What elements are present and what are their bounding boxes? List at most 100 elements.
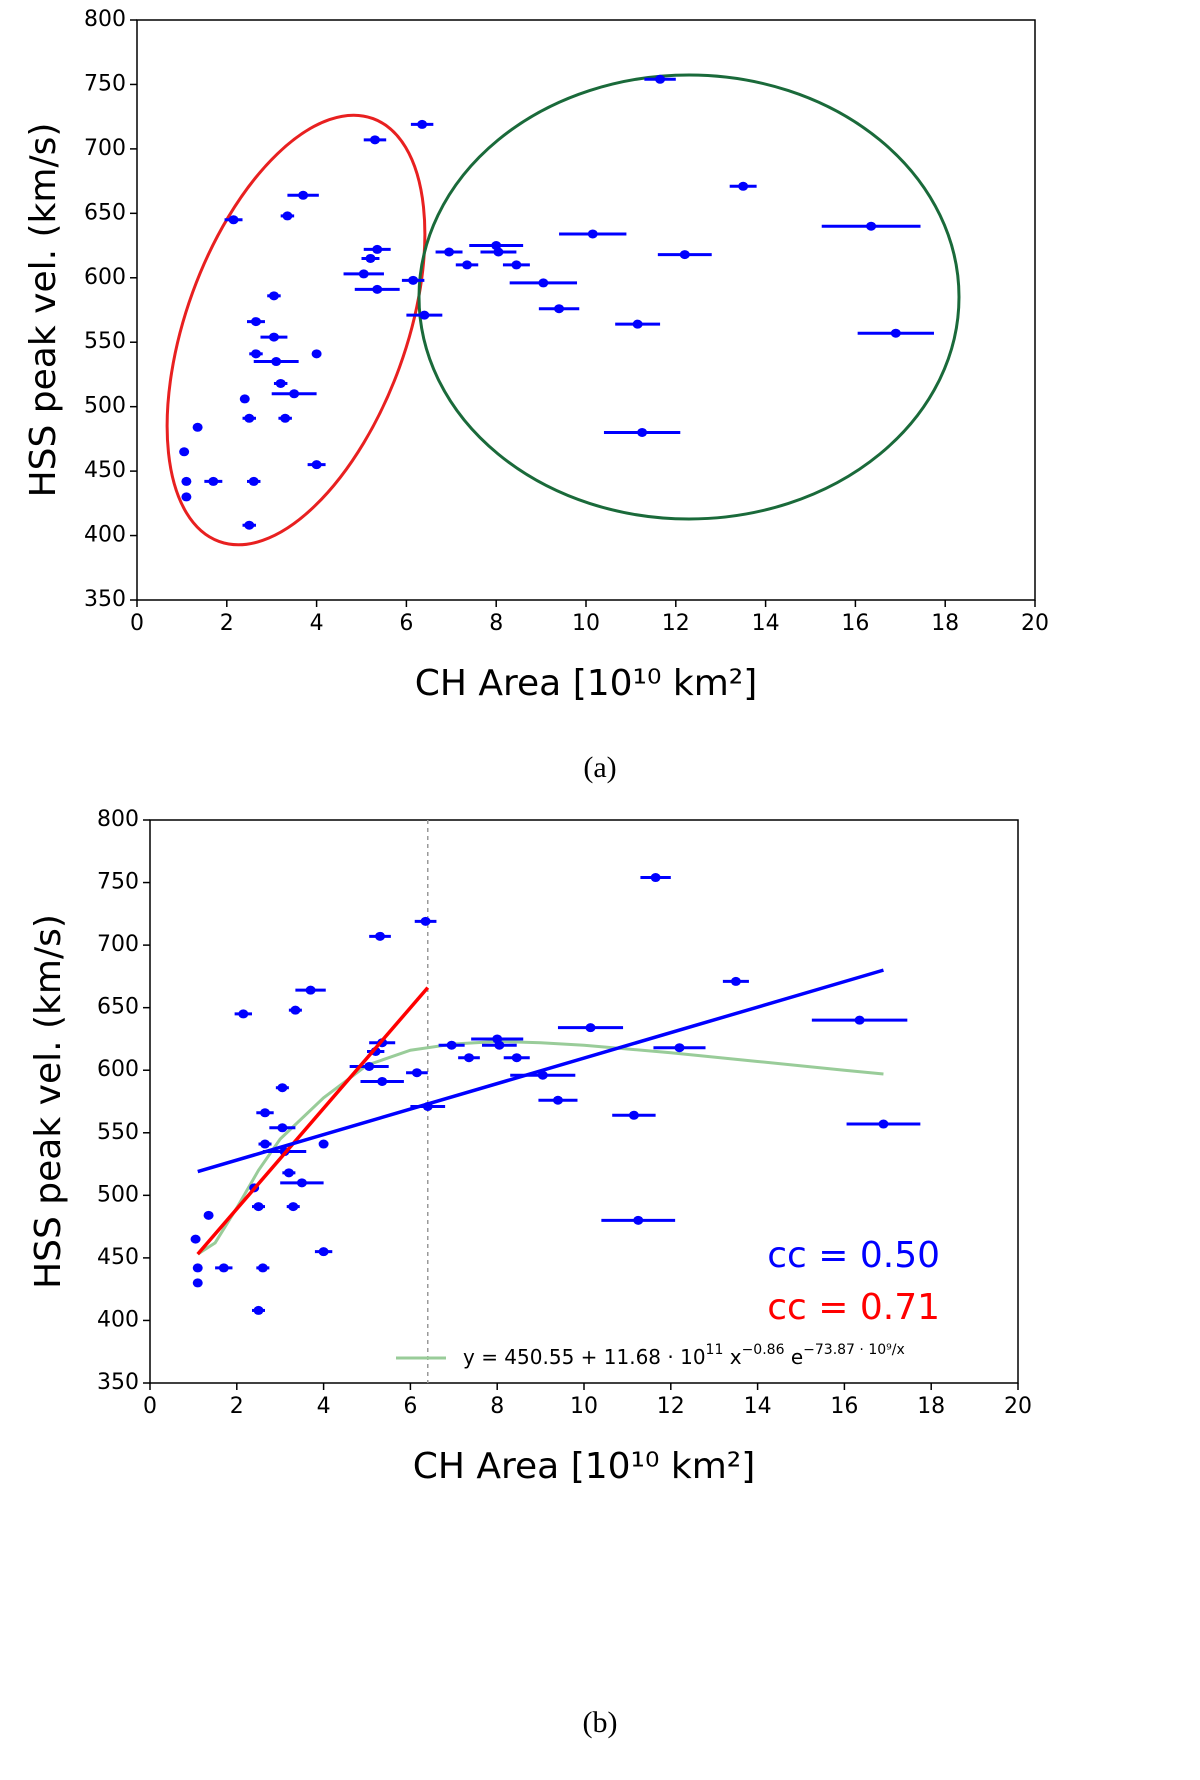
point (305, 985, 316, 995)
point (493, 247, 504, 257)
y-tick-label: 450 (97, 1245, 139, 1270)
y-tick-label: 700 (97, 932, 139, 957)
point (253, 1202, 264, 1212)
legend-label: y = 450.55 + 11.68 · 1011 x−0.86 e−73.87… (463, 1342, 905, 1369)
point (318, 1139, 329, 1149)
correlation-label: cc = 0.71 (767, 1287, 940, 1328)
x-tick-label: 10 (572, 611, 600, 636)
x-tick-label: 20 (1004, 1394, 1032, 1419)
y-tick-label: 400 (97, 1307, 139, 1332)
point (408, 275, 419, 285)
y-tick-label: 700 (84, 136, 126, 161)
point (494, 1040, 505, 1050)
point (268, 291, 279, 301)
x-tick-label: 6 (399, 611, 413, 636)
point (633, 1215, 644, 1225)
point (244, 413, 255, 423)
point (365, 253, 376, 263)
point (364, 1061, 375, 1071)
x-tick-label: 8 (489, 611, 503, 636)
y-tick-label: 650 (84, 200, 126, 225)
point (377, 1076, 388, 1086)
point (248, 476, 259, 486)
y-tick-label: 550 (97, 1120, 139, 1145)
point (375, 931, 386, 941)
y-tick-label: 800 (84, 7, 126, 32)
point (511, 260, 522, 270)
caption: (a) (583, 751, 616, 784)
point (650, 873, 661, 883)
point (250, 349, 261, 359)
point (250, 317, 261, 327)
legend-label-part: −0.86 (742, 1342, 785, 1358)
fit-curve (196, 1039, 884, 1256)
point (738, 181, 749, 191)
point (244, 520, 255, 530)
plot-frame (136, 19, 1036, 601)
x-tick-label: 2 (230, 1394, 244, 1419)
green-ellipse (417, 73, 961, 521)
point (190, 1234, 201, 1244)
point (192, 1278, 203, 1288)
point (238, 1009, 249, 1019)
point (260, 1108, 271, 1118)
legend-label-part: −73.87 · 10⁹/x (803, 1342, 905, 1358)
point (271, 357, 282, 367)
point (239, 394, 250, 404)
y-axis-label: HSS peak vel. (km/s) (23, 123, 64, 498)
x-tick-label: 12 (662, 611, 690, 636)
point (192, 1263, 203, 1273)
y-tick-label: 500 (84, 394, 126, 419)
y-tick-label: 500 (97, 1182, 139, 1207)
x-tick-label: 14 (744, 1394, 772, 1419)
point (218, 1263, 229, 1273)
legend-label-part: e (784, 1345, 803, 1369)
point (628, 1110, 639, 1120)
point (369, 135, 380, 145)
point (462, 260, 473, 270)
x-tick-label: 18 (931, 611, 959, 636)
point (417, 119, 428, 129)
point (866, 221, 877, 231)
point (203, 1210, 214, 1220)
point (372, 284, 383, 294)
point (411, 1068, 422, 1078)
y-tick-label: 400 (84, 523, 126, 548)
point (538, 278, 549, 288)
point (358, 269, 369, 279)
point (372, 244, 383, 254)
point (554, 304, 565, 314)
y-tick-label: 600 (84, 265, 126, 290)
y-tick-label: 550 (84, 329, 126, 354)
point (311, 349, 322, 359)
x-tick-label: 12 (657, 1394, 685, 1419)
point (289, 389, 300, 399)
x-axis-label: CH Area [10¹⁰ km²] (415, 663, 758, 704)
point (552, 1095, 563, 1105)
point (282, 211, 293, 221)
point (537, 1070, 548, 1080)
point (192, 422, 203, 432)
point (637, 427, 648, 437)
legend-label-part: y = 450.55 + 11.68 · 10 (463, 1345, 706, 1369)
point (257, 1263, 268, 1273)
y-axis-label: HSS peak vel. (km/s) (28, 914, 69, 1289)
y-tick-label: 350 (84, 587, 126, 612)
x-tick-label: 18 (917, 1394, 945, 1419)
point (290, 1005, 301, 1015)
point (277, 1083, 288, 1093)
x-tick-label: 16 (841, 611, 869, 636)
point (585, 1023, 596, 1033)
point (298, 190, 309, 200)
point (288, 1202, 299, 1212)
regression-line (197, 968, 884, 1174)
point (878, 1119, 889, 1129)
x-tick-label: 0 (130, 611, 144, 636)
point (311, 460, 322, 470)
x-tick-label: 8 (490, 1394, 504, 1419)
point (181, 492, 192, 502)
legend-label-part: 11 (706, 1342, 724, 1358)
caption: (b) (583, 1706, 618, 1739)
red-ellipse (165, 113, 427, 547)
point (296, 1178, 307, 1188)
